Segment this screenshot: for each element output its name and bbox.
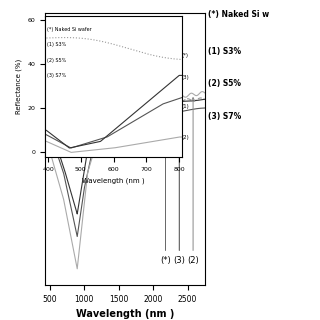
X-axis label: Wavelength (nm ): Wavelength (nm ) [82,177,145,184]
Text: (*): (*) [181,53,188,58]
Text: (3): (3) [173,105,185,265]
Text: (1) S3%: (1) S3% [208,47,241,56]
Text: (*) Naked Si w: (*) Naked Si w [208,10,269,19]
Text: (2): (2) [187,98,199,265]
Text: (2) S5%: (2) S5% [208,79,241,89]
Text: (3): (3) [181,75,189,80]
Text: (1) S3%: (1) S3% [47,42,66,47]
Text: (3) S7%: (3) S7% [47,73,66,78]
Text: (*) Naked Si wafer: (*) Naked Si wafer [47,27,92,32]
Text: (2) S5%: (2) S5% [47,58,66,63]
Text: (3) S7%: (3) S7% [208,112,241,121]
Y-axis label: Reflectance (%): Reflectance (%) [15,59,22,114]
Text: (2): (2) [181,134,189,140]
Text: (1): (1) [181,104,189,109]
X-axis label: Wavelength (nm ): Wavelength (nm ) [76,309,174,319]
Text: (*): (*) [160,105,171,265]
